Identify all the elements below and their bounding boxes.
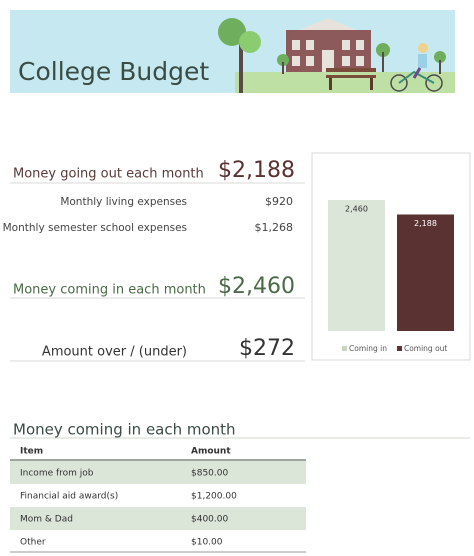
summary-value: $2,460 — [218, 274, 295, 299]
row-band — [10, 461, 306, 484]
balance-label: Amount over / (under) — [42, 345, 187, 360]
table-title: Money coming in each month — [13, 421, 236, 439]
summary-label: Money coming in each month — [13, 283, 206, 298]
balance-value: $272 — [239, 336, 295, 361]
item-value: $920 — [265, 195, 293, 208]
item-label: Monthly semester school expenses — [3, 222, 187, 234]
table-cell: $400.00 — [191, 515, 228, 525]
column-header: Amount — [191, 447, 231, 457]
summary-label: Money going out each month — [13, 167, 204, 182]
page-title: College Budget — [18, 57, 209, 86]
item-value: $1,268 — [255, 221, 294, 234]
bar — [328, 200, 385, 331]
banner — [10, 10, 455, 93]
table-cell: $1,200.00 — [191, 492, 237, 502]
column-header: Item — [20, 447, 43, 457]
table-cell: $850.00 — [191, 469, 228, 479]
row-band — [10, 507, 306, 530]
bar — [397, 214, 454, 331]
table-cell: Mom & Dad — [20, 515, 73, 525]
data-label: 2,460 — [345, 205, 368, 214]
table-cell: Income from job — [20, 469, 94, 479]
legend-swatch — [396, 346, 402, 351]
legend-swatch — [342, 346, 347, 351]
legend-label: Coming out — [404, 344, 447, 353]
data-label: 2,188 — [414, 219, 437, 228]
summary-value: $2,188 — [218, 158, 295, 183]
table-cell: Financial aid award(s) — [20, 492, 118, 502]
table-cell: $10.00 — [191, 538, 223, 548]
legend-label: Coming in — [349, 344, 387, 353]
item-label: Monthly living expenses — [60, 196, 187, 208]
table-cell: Other — [20, 538, 46, 548]
table-body: Income from job $850.00 Financial aid awar… — [10, 461, 306, 553]
